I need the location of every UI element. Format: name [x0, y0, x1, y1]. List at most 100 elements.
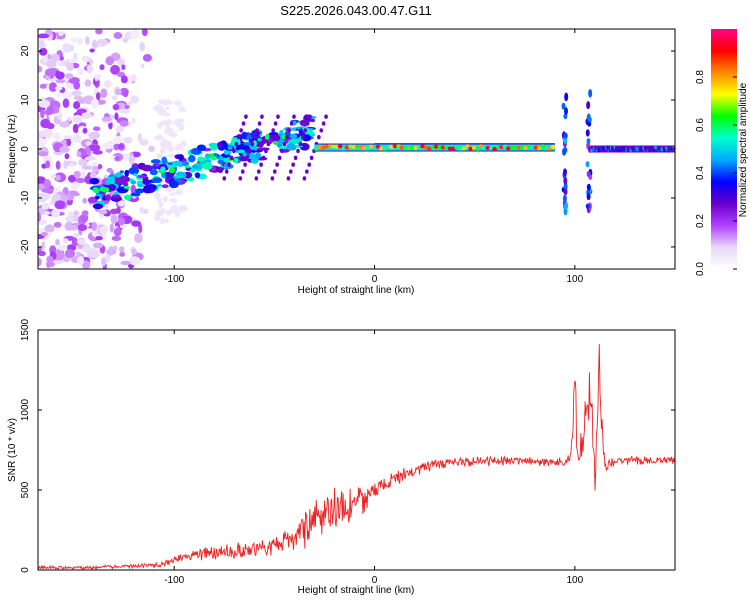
- spectrogram-feature-1: [174, 101, 182, 107]
- spectrogram-feature-3: [550, 144, 556, 149]
- spectrogram-feature-1: [72, 123, 79, 134]
- spectrogram-feature-1: [41, 202, 50, 210]
- spectrogram-feature-1: [51, 208, 61, 218]
- spectrogram-feature-2: [275, 162, 279, 167]
- spectrogram-feature-2: [266, 141, 271, 147]
- spectrogram-feature-2: [286, 143, 296, 151]
- spectrogram-feature-2: [310, 118, 316, 123]
- spectrogram-feature-3: [540, 144, 546, 149]
- spectrogram-feature-1: [110, 214, 118, 224]
- spectrogram-feature-1: [130, 29, 140, 40]
- spectrogram-feature-1: [179, 142, 187, 147]
- spectrogram-feature-2: [196, 144, 207, 152]
- spectrogram-feature-1: [65, 73, 74, 80]
- spectrogram-feature-1: [137, 132, 142, 142]
- spectrogram-feature-4: [564, 107, 569, 116]
- spectrogram-feature-2: [255, 128, 259, 133]
- spectrogram-feature-1: [51, 133, 61, 138]
- spectrogram-feature-2: [241, 121, 246, 126]
- colorbar-tick-label: 0.6: [695, 118, 706, 132]
- spectrogram-feature-1: [62, 43, 72, 53]
- spectrogram-feature-1: [76, 151, 82, 157]
- spectrogram-feature-2: [154, 163, 161, 167]
- spectrogram-feature-1: [62, 91, 73, 100]
- spectrogram-feature-4: [585, 203, 590, 209]
- spectrogram-feature-1: [174, 145, 184, 151]
- spectrogram-feature-4: [563, 177, 568, 185]
- spectrogram-feature-4: [563, 168, 568, 177]
- spectrogram-feature-4: [586, 171, 591, 178]
- spectrogram-feature-2: [243, 162, 247, 167]
- snr-background: [38, 330, 675, 570]
- spectrogram-feature-1: [77, 224, 88, 231]
- colorbar-tick-label: 0.8: [695, 70, 706, 84]
- spectrogram-feature-1: [85, 141, 92, 146]
- spectrogram-feature-2: [237, 149, 245, 154]
- spectrogram-feature-2: [245, 155, 250, 161]
- spectrogram-feature-3: [330, 144, 336, 149]
- spectrogram-feature-1: [88, 131, 100, 140]
- spectrogram-feature-1: [92, 165, 99, 173]
- spectrogram-feature-1: [78, 68, 84, 76]
- spectrogram-feature-1: [114, 112, 119, 121]
- spectrogram-feature-1: [48, 82, 58, 93]
- spectrogram-feature-1: [76, 238, 86, 245]
- spectrogram-feature-2: [210, 156, 218, 161]
- spectrogram-feature-1: [114, 89, 122, 95]
- spectrogram-feature-3: [334, 144, 340, 149]
- spectrogram-feature-2: [289, 133, 298, 139]
- spectrogram-feature-1: [167, 153, 176, 158]
- spectrogram-feature-3: [543, 146, 549, 151]
- spectrogram-feature-1: [38, 33, 50, 39]
- spectrogram-feature-1: [76, 108, 87, 114]
- spectrogram-feature-1: [39, 83, 47, 89]
- spectrogram-feature-5: [667, 148, 670, 153]
- spectrogram-feature-1: [131, 248, 137, 255]
- spectrogram-feature-2: [268, 135, 273, 140]
- spectrogram-feature-1: [89, 172, 97, 179]
- spectrogram-feature-3: [382, 146, 388, 151]
- spectrogram-feature-1: [46, 261, 52, 269]
- spectrogram-feature-5: [661, 147, 664, 152]
- spectrogram-feature-1: [118, 108, 131, 114]
- spectrogram-feature-1: [44, 224, 55, 233]
- spectrogram-feature-1: [89, 59, 94, 65]
- spectrogram-feature-1: [119, 246, 125, 253]
- spectrogram-feature-2: [166, 164, 176, 169]
- spectrogram-feature-1: [73, 210, 80, 216]
- spectrogram-feature-1: [120, 260, 131, 266]
- spectrogram-feature-1: [55, 79, 66, 84]
- snr-y-tick-label: 1000: [20, 398, 31, 421]
- spectrogram-feature-1: [112, 103, 120, 111]
- spectrogram-feature-1: [38, 99, 51, 108]
- spectrogram-feature-1: [73, 101, 81, 110]
- spectrogram-feature-1: [68, 174, 76, 183]
- spectrogram-feature-2: [259, 162, 263, 167]
- colorbar-ticks: 0.0 0.2 0.4 0.6 0.8: [695, 70, 737, 276]
- spectrogram-feature-1: [101, 142, 114, 150]
- spectrogram-feature-2: [256, 169, 261, 174]
- spectrogram-feature-1: [128, 100, 133, 106]
- spectrogram-feature-1: [55, 238, 60, 246]
- spectrogram-feature-2: [249, 152, 255, 160]
- spectrogram-feature-2: [156, 183, 163, 188]
- spectrogram-feature-1: [112, 95, 118, 101]
- spectrogram-feature-4: [586, 183, 591, 191]
- spectrogram-y-tick-label: -10: [20, 190, 31, 205]
- spectrogram-feature-1: [169, 130, 174, 134]
- spectrogram-feature-1: [99, 225, 109, 235]
- spectrogram-feature-4: [586, 193, 591, 201]
- spectrogram-feature-1: [72, 134, 82, 144]
- spectrogram-feature-1: [139, 41, 145, 52]
- spectrogram-feature-2: [234, 141, 239, 147]
- spectrogram-feature-1: [43, 55, 48, 64]
- spectrogram-feature-2: [293, 155, 298, 161]
- spectrogram-feature-2: [291, 162, 296, 167]
- spectrogram-feature-3: [392, 144, 398, 149]
- spectrogram-feature-1: [56, 111, 63, 120]
- spectrogram-feature-4: [564, 202, 569, 210]
- spectrogram-feature-1: [140, 63, 145, 69]
- spectrogram-feature-1: [86, 64, 93, 73]
- spectrogram-feature-1: [99, 64, 105, 71]
- spectrogram-feature-1: [66, 138, 72, 147]
